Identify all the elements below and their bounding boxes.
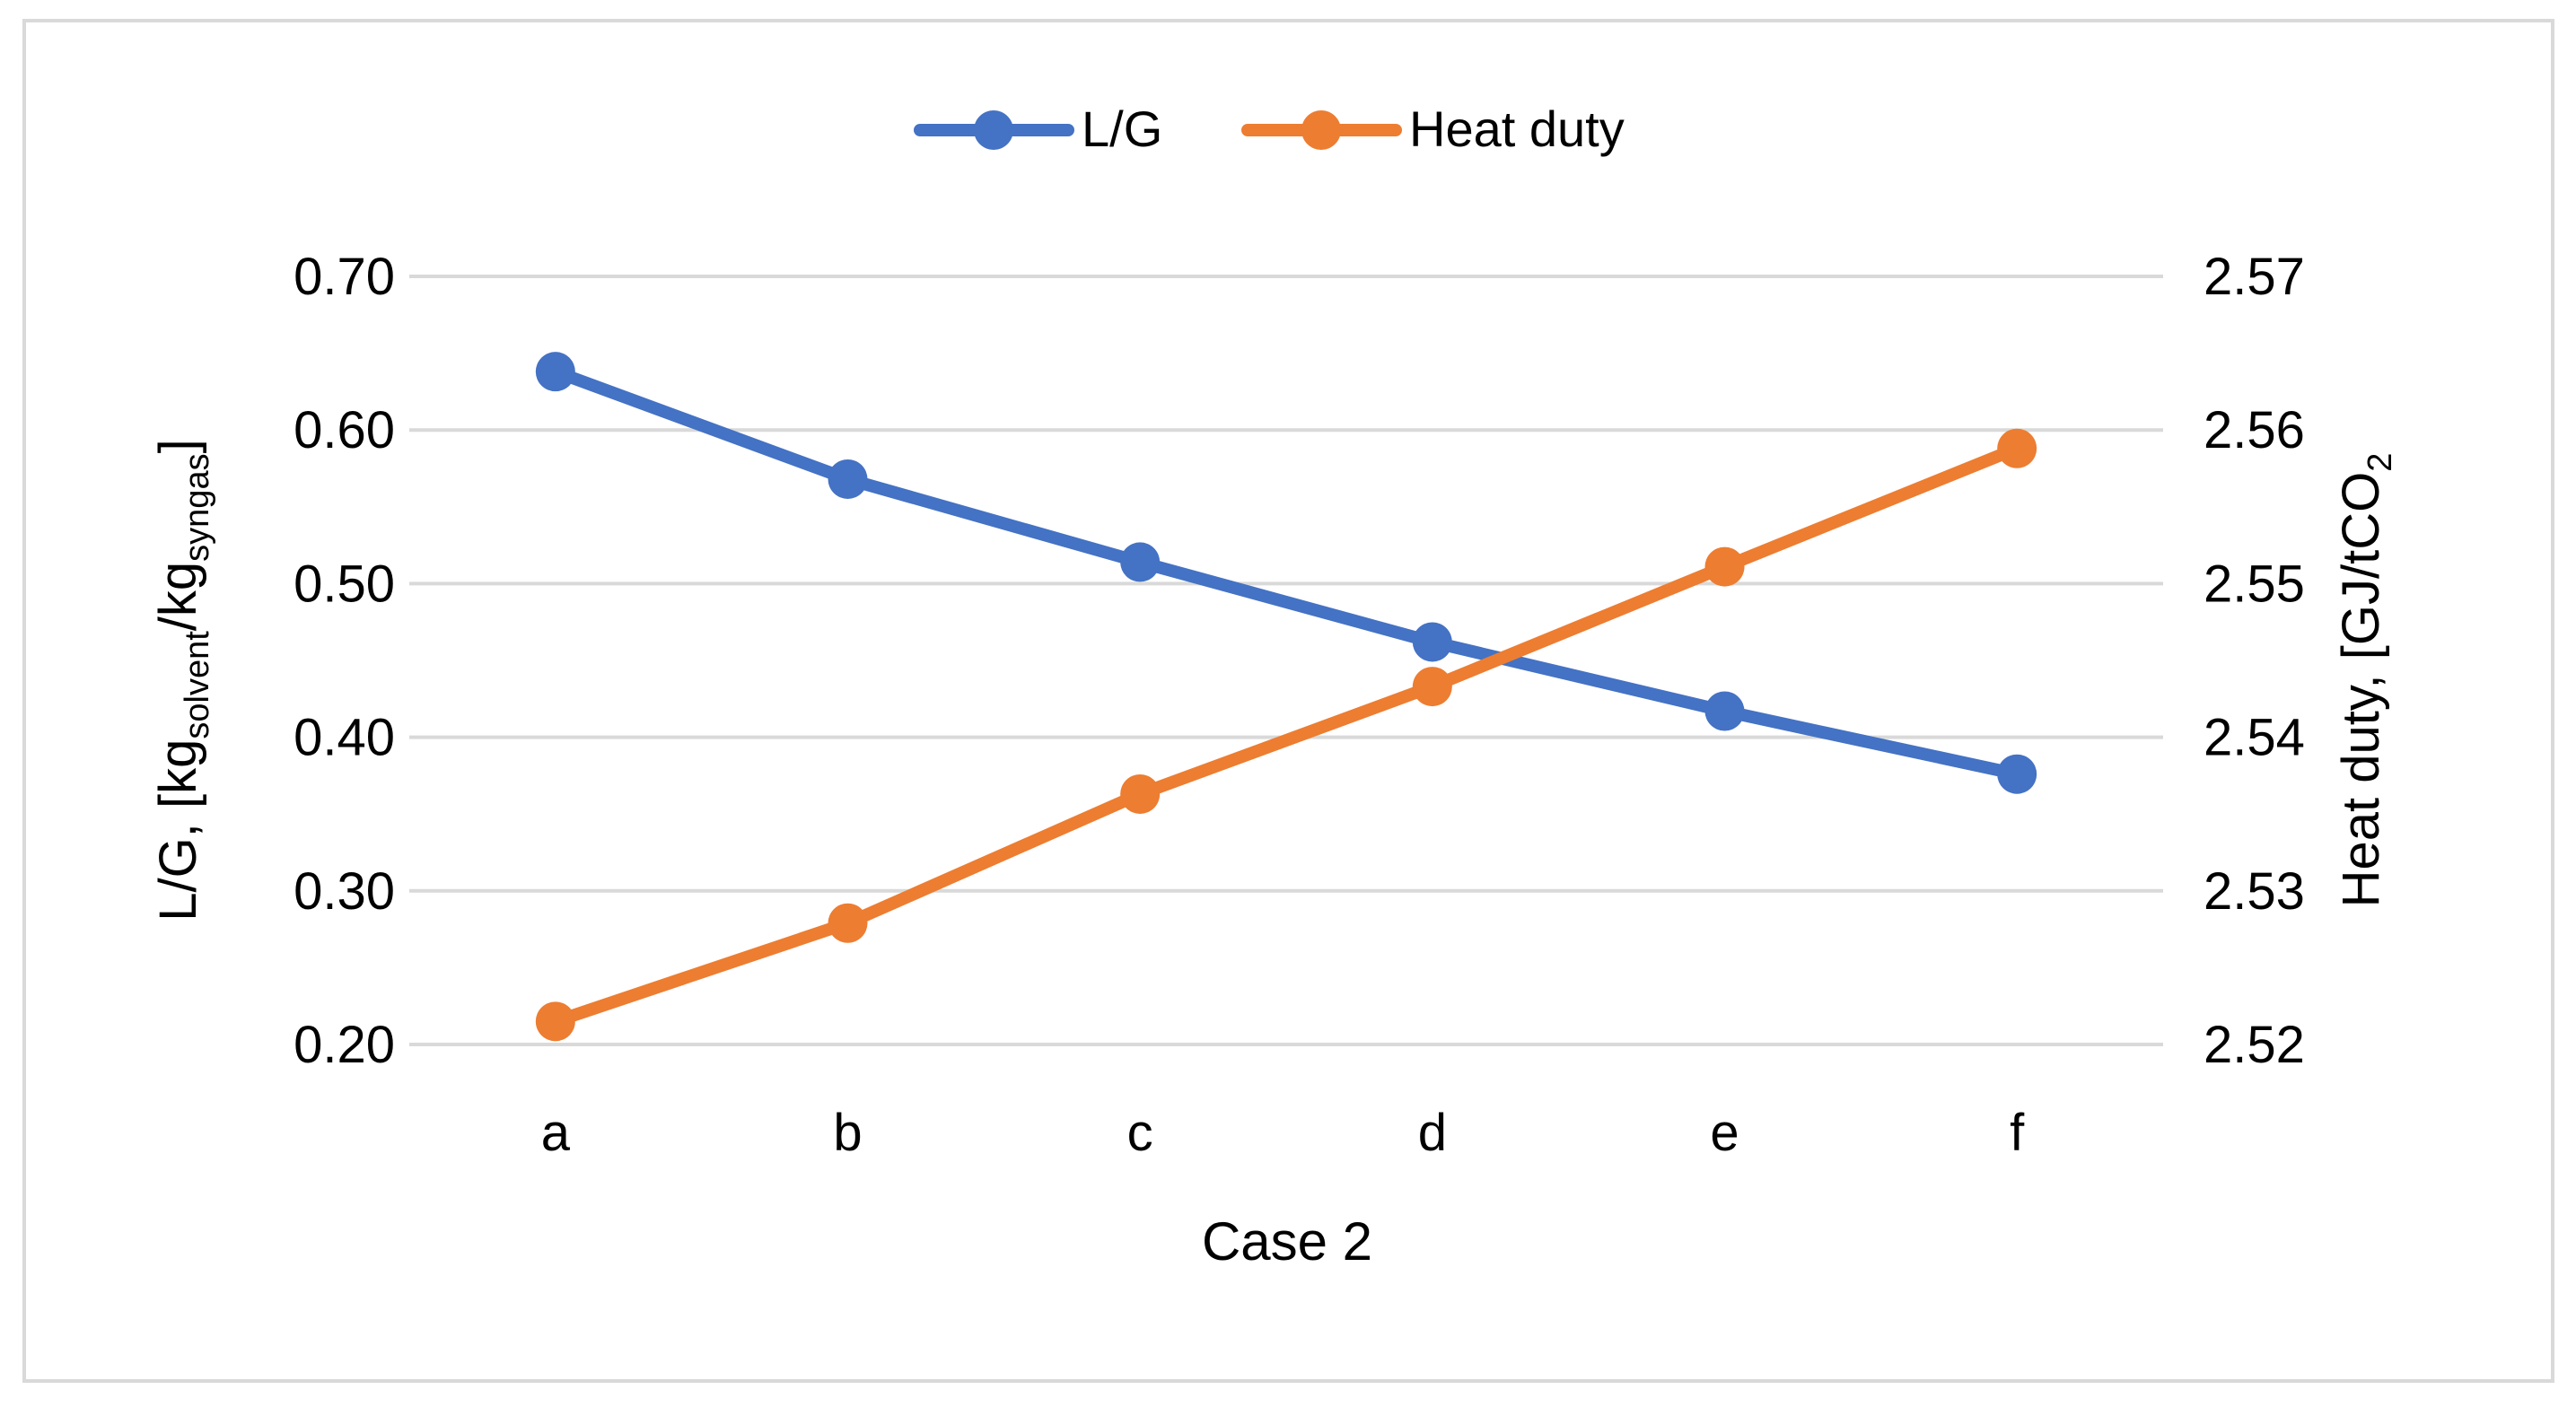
right-axis-title: Heat duty, [GJ/tCO2 (2332, 453, 2399, 908)
data-point (1997, 754, 2037, 794)
data-point (1704, 546, 1745, 587)
left-tick-label: 0.50 (294, 555, 395, 613)
data-point (1704, 691, 1745, 731)
right-tick-label: 2.53 (2204, 862, 2305, 921)
x-tick-label: d (1418, 1104, 1447, 1162)
legend-marker-heat-duty (1301, 110, 1341, 150)
legend: L/G Heat duty (914, 100, 1625, 157)
right-tick-label: 2.55 (2204, 555, 2305, 613)
left-tick-label: 0.30 (294, 862, 395, 921)
x-tick-label: a (541, 1104, 571, 1162)
left-tick-label: 0.60 (294, 401, 395, 459)
data-point (828, 903, 868, 943)
series-line (548, 365, 2024, 781)
x-axis-title: Case 2 (1202, 1211, 1372, 1272)
left-tick-label: 0.70 (294, 248, 395, 306)
left-axis-ticks: 0.20 0.30 0.40 0.50 0.60 0.70 (294, 248, 395, 1074)
legend-label-lg: L/G (1082, 100, 1162, 157)
left-tick-label: 0.40 (294, 709, 395, 767)
right-axis-ticks: 2.52 2.53 2.54 2.55 2.56 2.57 (2204, 248, 2305, 1074)
right-tick-label: 2.57 (2204, 248, 2305, 306)
series-line (548, 441, 2024, 1028)
x-tick-label: b (833, 1104, 862, 1162)
right-tick-label: 2.52 (2204, 1016, 2305, 1074)
x-tick-label: f (2010, 1104, 2025, 1162)
left-axis-title: L/G, [kgsolvent/kgsyngas] (149, 439, 216, 921)
data-point (1120, 542, 1161, 582)
series-0 (535, 352, 2037, 794)
data-point (828, 459, 868, 499)
data-point (1997, 428, 2037, 468)
data-point (535, 1001, 575, 1042)
legend-marker-lg (974, 110, 1013, 150)
x-tick-label: e (1710, 1104, 1739, 1162)
data-point (1412, 667, 1452, 707)
data-point (1120, 773, 1161, 814)
x-axis-ticks: a b c d e f (541, 1104, 2025, 1162)
right-tick-label: 2.54 (2204, 709, 2305, 767)
series-layer (535, 352, 2037, 1042)
x-tick-label: c (1127, 1104, 1153, 1162)
legend-label-heat-duty: Heat duty (1409, 100, 1625, 157)
right-tick-label: 2.56 (2204, 401, 2305, 459)
data-point (1412, 622, 1452, 662)
series-1 (535, 428, 2037, 1042)
chart-border (22, 19, 2554, 1383)
data-point (535, 352, 575, 392)
left-tick-label: 0.20 (294, 1016, 395, 1074)
